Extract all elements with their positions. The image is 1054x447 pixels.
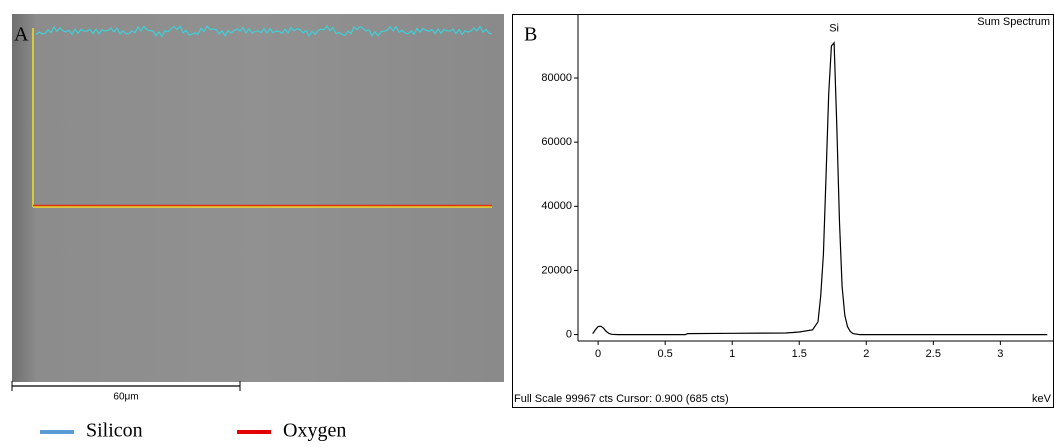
x-tick-label: 1 (729, 348, 735, 360)
x-tick-label: 3 (997, 348, 1003, 360)
y-tick-label: 80000 (541, 72, 572, 84)
x-tick-label: 2.5 (926, 348, 941, 360)
sem-image (12, 14, 504, 382)
chart-title: Sum Spectrum (977, 16, 1050, 28)
peak-label: Si (829, 23, 839, 35)
y-tick-label: 20000 (541, 264, 572, 276)
legend-label: Oxygen (283, 420, 346, 442)
panel-label: A (14, 24, 29, 46)
panel-a: A 60μm Silicon Oxygen (12, 14, 504, 442)
x-tick-label: 0.5 (658, 348, 673, 360)
y-tick-label: 40000 (541, 200, 572, 212)
y-tick-label: 60000 (541, 136, 572, 148)
panel-label: B (524, 24, 537, 46)
panel-b: 0 20000 40000 60000 80000 0 0.5 1 1.5 2 2.5 3 Si Sum … (513, 14, 1054, 408)
scale-label: 60μm (113, 392, 138, 403)
x-unit: keV (1032, 393, 1052, 405)
x-tick-label: 0 (595, 348, 601, 360)
legend-label: Silicon (86, 420, 143, 442)
y-tick-label: 0 (566, 328, 572, 340)
chart-frame (513, 15, 1054, 408)
footer: Full Scale 99967 cts Cursor: 0.900 (685 … (514, 393, 729, 405)
x-tick-label: 1.5 (792, 348, 807, 360)
x-tick-label: 2 (863, 348, 869, 360)
